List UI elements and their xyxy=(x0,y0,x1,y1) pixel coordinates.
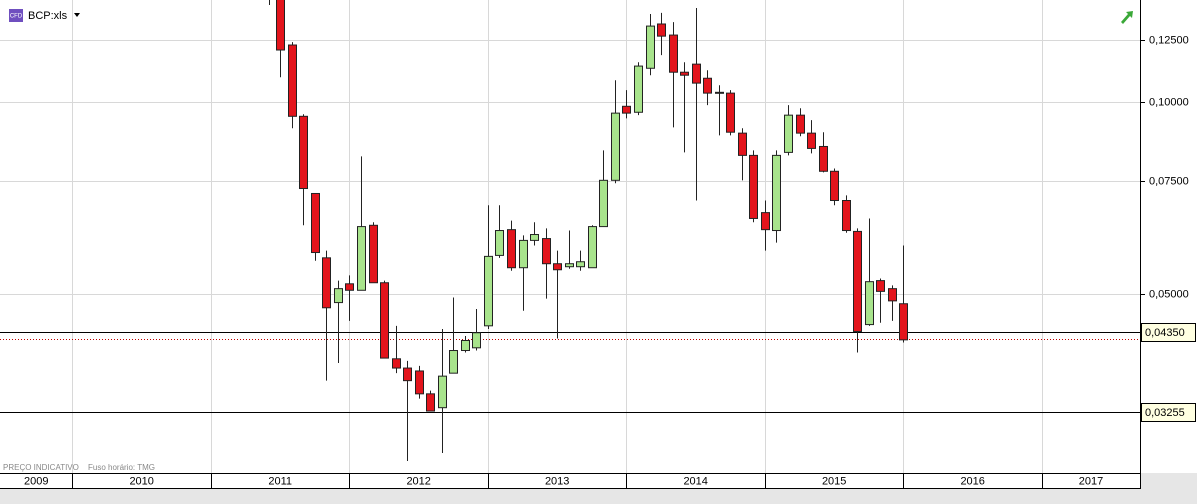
candle-body xyxy=(796,114,805,134)
candle-body xyxy=(853,230,862,332)
candle-body xyxy=(576,261,585,268)
symbol-icon xyxy=(9,9,23,22)
candle-body xyxy=(334,288,343,304)
y-tick-label: 0,07500 xyxy=(1149,175,1189,187)
x-tick-label: 2013 xyxy=(545,475,569,487)
candle-body xyxy=(692,63,701,84)
candle-body xyxy=(899,303,908,341)
x-tick-label: 2016 xyxy=(960,475,984,487)
candle-body xyxy=(646,25,655,69)
x-tick-label: 2009 xyxy=(24,475,48,487)
candle-body xyxy=(369,224,378,284)
y-tick-label: 0,10000 xyxy=(1149,96,1189,108)
candle-body xyxy=(761,212,770,231)
y-tick-label: 0,12500 xyxy=(1149,34,1189,46)
candle-body xyxy=(749,154,758,219)
trend-icon xyxy=(1121,11,1133,24)
candle-body xyxy=(276,0,285,51)
candle-body xyxy=(449,350,458,374)
candle-body xyxy=(288,44,297,117)
candle-body xyxy=(415,370,424,395)
candle-body xyxy=(484,255,493,327)
hline-label: 0,04350 xyxy=(1145,327,1185,339)
candle-body xyxy=(553,263,562,271)
candle-body xyxy=(703,77,712,94)
candle-body xyxy=(738,132,747,156)
candle-body xyxy=(657,23,666,37)
plot xyxy=(0,0,1140,461)
candle-body xyxy=(403,367,412,382)
candle-body xyxy=(461,340,470,352)
candle-body xyxy=(311,192,320,254)
candle-body xyxy=(830,170,839,202)
icon-label: CFD xyxy=(10,14,23,20)
candle-body xyxy=(438,375,447,409)
bottom-strip xyxy=(0,489,1197,504)
candle-body xyxy=(507,229,516,269)
axes: 0,05000 0,07500 0,10000 0,12500 2009 2010 2011… xyxy=(24,34,1196,489)
candle-body xyxy=(634,65,643,113)
candle-body xyxy=(876,280,885,292)
candle-body xyxy=(669,34,678,73)
candle-body xyxy=(865,281,874,326)
x-tick-label: 2015 xyxy=(822,475,846,487)
x-tick-label: 2011 xyxy=(268,475,292,487)
x-tick-label: 2012 xyxy=(406,475,430,487)
candle-body xyxy=(807,132,816,149)
x-tick-label: 2014 xyxy=(683,475,707,487)
candle-body xyxy=(519,239,528,269)
candle-body xyxy=(888,288,897,302)
x-tick-label: 2010 xyxy=(129,475,153,487)
corner xyxy=(1140,473,1197,504)
candle-body xyxy=(542,238,551,265)
x-tick-label: 2017 xyxy=(1079,475,1103,487)
candle-body xyxy=(588,226,597,269)
candle-body xyxy=(495,230,504,256)
hline-label-box xyxy=(1141,323,1196,342)
candle-body xyxy=(565,263,574,268)
candle-body xyxy=(472,332,481,349)
candle-body xyxy=(392,358,401,369)
symbol-label[interactable]: BCP:xls xyxy=(28,10,68,22)
candle-body xyxy=(380,282,389,359)
candle-body xyxy=(622,105,631,114)
candle-body xyxy=(784,114,793,153)
candle-body xyxy=(345,283,354,291)
candle-body xyxy=(357,226,366,291)
candle-body xyxy=(599,179,608,228)
price-note: PREÇO INDICATIVO xyxy=(3,463,79,472)
hline-label: 0,03255 xyxy=(1145,407,1185,419)
candle-body xyxy=(819,145,828,172)
candle-body xyxy=(772,154,781,232)
candle-body xyxy=(299,115,308,190)
candle-body xyxy=(842,200,851,232)
candle-body xyxy=(680,71,689,76)
timezone-note: Fuso horário: TMG xyxy=(88,463,155,472)
y-tick-label: 0,05000 xyxy=(1149,288,1189,300)
candle-body xyxy=(530,234,539,241)
candle-body xyxy=(426,393,435,412)
candle-body xyxy=(611,112,620,181)
hline-label-box xyxy=(1141,403,1196,422)
candle-body xyxy=(322,257,331,309)
dropdown-arrow[interactable] xyxy=(74,13,80,17)
candle-body xyxy=(726,92,735,133)
candle-body xyxy=(715,91,724,94)
